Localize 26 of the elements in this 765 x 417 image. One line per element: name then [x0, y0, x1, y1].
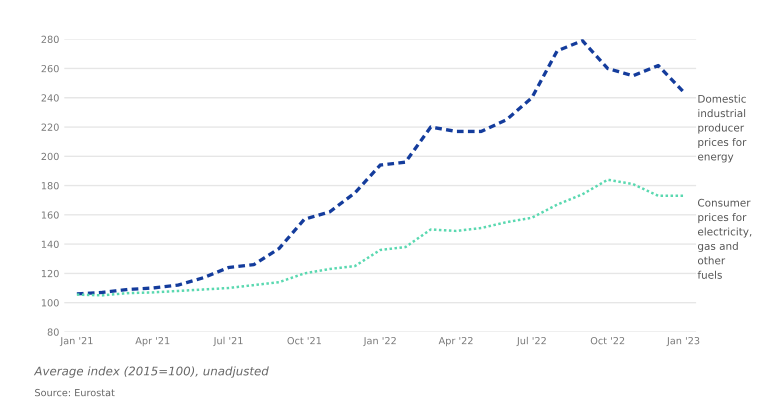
x-tick-label: Jul '21: [213, 336, 243, 346]
line-series: [76, 178, 685, 297]
y-tick-label: 220: [42, 123, 59, 131]
y-tick-label: 200: [42, 152, 59, 160]
y-tick-label: 240: [42, 94, 59, 102]
y-tick-label: 180: [42, 182, 59, 190]
y-tick-label: 280: [42, 36, 59, 44]
x-tick-label: Oct '22: [590, 336, 624, 344]
x-tick-label: Oct '21: [287, 336, 321, 344]
line-series: [75, 39, 686, 296]
source-note: Source: Eurostat: [35, 388, 115, 396]
y-tick-label: 160: [42, 211, 59, 219]
x-tick-label: Jan '22: [363, 336, 396, 346]
x-tick-label: Jan '23: [666, 336, 700, 346]
y-tick-label: 100: [42, 299, 59, 306]
x-tick-label: Jan '21: [60, 336, 93, 346]
series-label: Consumer prices for electricity, gas and other fuels: [698, 198, 752, 279]
y-tick-label: 260: [42, 64, 59, 72]
text: Average index (2015=100), unadjusted: [34, 366, 269, 378]
x-tick-label: Apr '21: [135, 336, 170, 346]
y-tick-label: 120: [42, 270, 59, 278]
x-tick-label: Apr '22: [438, 336, 473, 346]
y-tick-label: 140: [42, 240, 59, 248]
y-tick-label: 80: [48, 328, 59, 336]
x-tick-label: Jul '22: [516, 336, 546, 346]
series-label: Domestic industrial producer prices for energy: [698, 94, 746, 162]
